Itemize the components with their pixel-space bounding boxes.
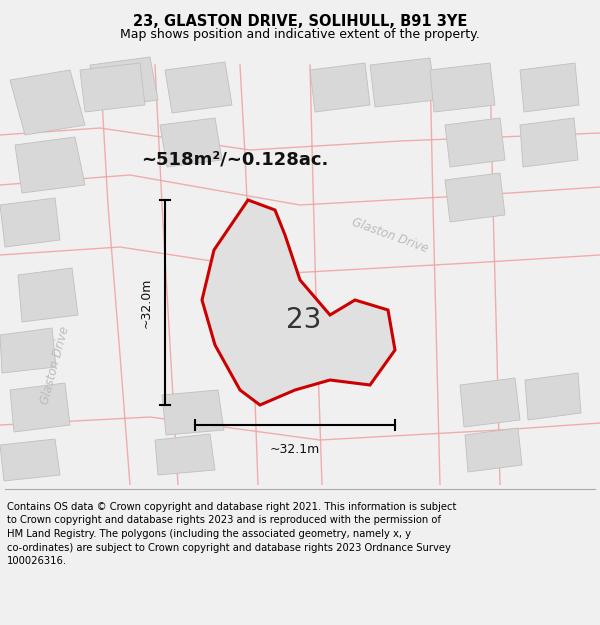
Polygon shape [155,434,215,475]
Polygon shape [15,137,85,193]
Polygon shape [0,198,60,247]
Text: Glaston Drive: Glaston Drive [350,215,430,255]
Polygon shape [165,62,232,113]
Polygon shape [18,268,78,322]
Text: ~32.1m: ~32.1m [270,443,320,456]
Polygon shape [370,58,436,107]
Polygon shape [445,173,505,222]
Polygon shape [430,63,495,112]
Polygon shape [202,200,395,405]
Text: ~32.0m: ~32.0m [140,278,153,328]
Polygon shape [160,118,222,167]
Text: 23, GLASTON DRIVE, SOLIHULL, B91 3YE: 23, GLASTON DRIVE, SOLIHULL, B91 3YE [133,14,467,29]
Polygon shape [445,118,505,167]
Polygon shape [10,383,70,432]
Text: Map shows position and indicative extent of the property.: Map shows position and indicative extent… [120,28,480,41]
Text: Glaston Drive: Glaston Drive [38,324,71,406]
Polygon shape [520,63,579,112]
Polygon shape [520,118,578,167]
Polygon shape [0,439,60,481]
Polygon shape [80,63,145,112]
Polygon shape [10,70,85,135]
Polygon shape [460,378,520,427]
Polygon shape [90,57,158,108]
Text: 23: 23 [286,306,322,334]
Polygon shape [465,428,522,472]
Polygon shape [310,63,370,112]
Polygon shape [525,373,581,420]
Text: ~518m²/~0.128ac.: ~518m²/~0.128ac. [142,151,329,169]
Text: Contains OS data © Crown copyright and database right 2021. This information is : Contains OS data © Crown copyright and d… [7,502,457,566]
Polygon shape [162,390,224,435]
Polygon shape [0,328,56,373]
